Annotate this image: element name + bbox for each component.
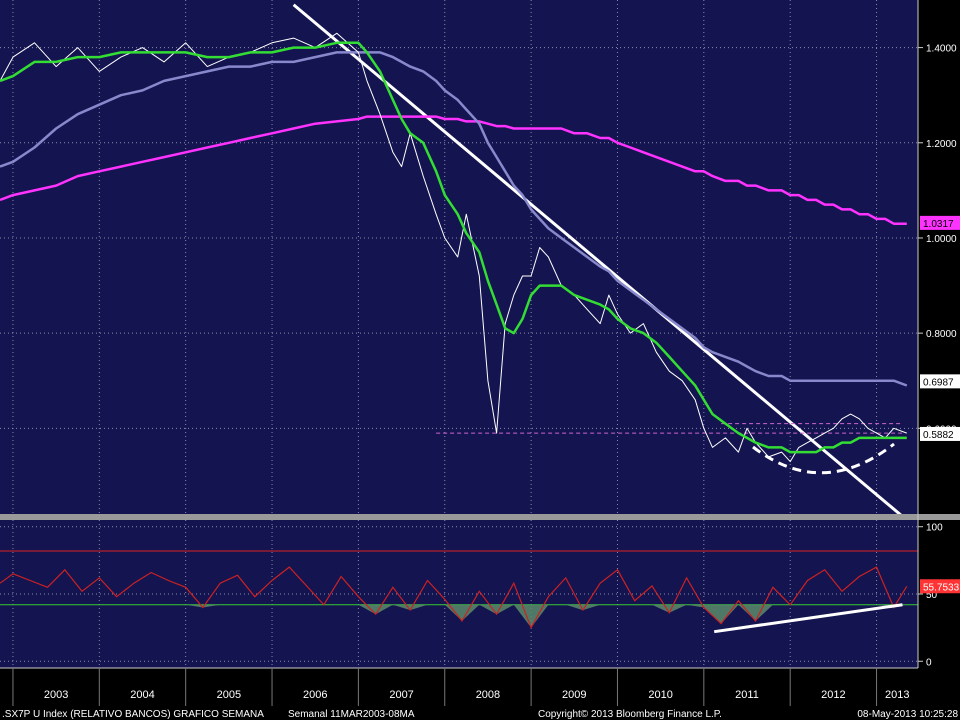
- ma-very-long-value-badge: 1.0317: [923, 219, 954, 230]
- year-label-2008: 2008: [476, 689, 500, 701]
- year-label-2006: 2006: [303, 689, 327, 701]
- rsi-y-tick-label-1: 50: [926, 590, 938, 601]
- x-axis-band: [0, 668, 960, 706]
- main-y-tick-label-3: 0.8000: [926, 329, 957, 340]
- panel-separator-right: [918, 514, 960, 520]
- rsi-value-badge: 55.7533: [923, 582, 960, 593]
- year-label-2009: 2009: [562, 689, 586, 701]
- rsi-grid: [0, 520, 918, 668]
- series-ma-long-line: [0, 51, 908, 387]
- rsi-uptrend-line: [713, 603, 903, 634]
- main-y-tick-label-2: 1.0000: [926, 234, 957, 245]
- footer-index-label: .SX7P U Index (RELATIVO BANCOS) GRAFICO …: [2, 709, 264, 720]
- year-label-2013: 2013: [885, 689, 909, 701]
- series-ma-very-long-line: [0, 115, 907, 225]
- footer-timestamp: 08-May-2013 10:25:28: [857, 709, 958, 720]
- rsi-y-tick-label-0: 100: [926, 523, 943, 534]
- price-value-badge: 0.5882: [923, 430, 954, 441]
- main-series: [0, 32, 908, 463]
- year-label-2003: 2003: [44, 689, 68, 701]
- cup-pattern-dashed-curve: [752, 442, 895, 475]
- year-label-2004: 2004: [130, 689, 154, 701]
- footer-band: [0, 706, 960, 720]
- year-labels: 2003 2004 2005 2006 2007 2008 2009 2010 2011 2012…: [12, 668, 910, 706]
- series-rsi-line: [0, 566, 908, 630]
- year-label-2011: 2011: [735, 689, 759, 701]
- main-y-tick-label-0: 1.4000: [926, 44, 957, 55]
- series-ma-short-line: [0, 41, 907, 454]
- year-label-2007: 2007: [389, 689, 413, 701]
- price-value-badge-box: [920, 426, 960, 441]
- ma-very-long-value-badge-box: [920, 215, 960, 230]
- year-label-2005: 2005: [217, 689, 241, 701]
- rsi-series: [0, 566, 908, 630]
- downtrend-line: [292, 3, 904, 518]
- value-badges: 1.0317 0.6987 0.5882 55.7533: [920, 215, 960, 594]
- ma-long-value-badge: 0.6987: [923, 377, 954, 388]
- rsi-y-axis-ticks: 100 50 0: [918, 523, 943, 668]
- year-label-2012: 2012: [821, 689, 845, 701]
- rsi-y-tick-label-2: 0: [926, 657, 932, 668]
- ma-long-value-badge-box: [920, 374, 960, 389]
- panel-separator: [0, 514, 918, 520]
- main-panel-background: [0, 0, 918, 514]
- footer-copyright: Copyright© 2013 Bloomberg Finance L.P.: [538, 709, 722, 720]
- main-grid: [0, 0, 918, 514]
- year-label-2010: 2010: [648, 689, 672, 701]
- rsi-trendlines: [713, 603, 903, 634]
- main-y-tick-label-1: 1.2000: [926, 139, 957, 150]
- rsi-value-badge-box: [920, 579, 960, 594]
- footer-period-label: Semanal 11MAR2003-08MA: [288, 709, 415, 720]
